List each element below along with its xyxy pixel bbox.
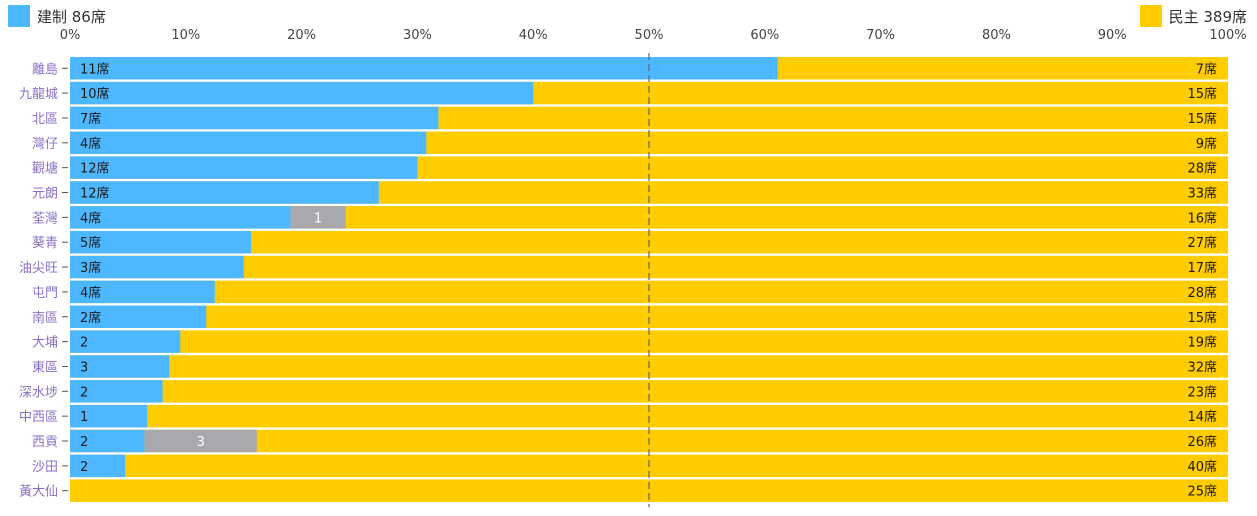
bar-pro-democracy [70,380,1228,403]
district-label: 離島 [32,62,58,77]
bar-label-pro-establishment: 2 [80,460,88,475]
district-label: 東區 [32,359,58,375]
district-label: 觀塘 [32,161,58,177]
bar-label-independent: 1 [314,211,322,226]
district-label: 屯門 [32,286,58,301]
bar-label-pro-democracy: 15席 [1187,111,1217,127]
bar-pro-establishment [70,81,534,105]
bar-label-pro-establishment: 1 [80,410,88,425]
bar-label-pro-democracy: 23席 [1187,384,1217,400]
bar-label-pro-democracy: 15席 [1187,310,1217,326]
bar-pro-establishment [70,454,126,478]
x-tick-label: 80% [982,28,1011,43]
bar-pro-establishment [70,330,181,353]
x-tick-label: 10% [171,28,200,43]
bar-label-pro-establishment: 10席 [80,86,110,102]
bar-label-pro-democracy: 28席 [1187,285,1217,301]
district-label: 荃灣 [32,211,58,226]
district-label: 中西區 [19,410,58,425]
bar-label-pro-establishment: 2 [80,385,88,400]
bar-label-pro-democracy: 15席 [1187,86,1217,102]
legend-swatch-pro-establishment [8,5,30,27]
district-label: 大埔 [32,336,58,351]
bar-independent [290,206,346,229]
district-label: 九龍城 [19,86,58,102]
bar-label-pro-establishment: 11席 [80,61,110,77]
bar-label-pro-democracy: 7席 [1196,61,1217,77]
bar-pro-democracy [70,479,1228,502]
bar-label-pro-establishment: 2 [80,336,88,351]
district-label: 油尖旺 [19,261,58,276]
bar-label-pro-democracy: 33席 [1187,186,1217,202]
bar-independent [144,429,257,453]
legend-pro-establishment: 建制 86席 [8,5,106,27]
bar-pro-establishment [70,404,148,428]
bar-label-pro-establishment: 4席 [80,136,101,152]
bar-label-pro-democracy: 19席 [1187,335,1217,351]
district-label: 深水埗 [19,385,58,400]
district-label: 南區 [32,310,58,326]
legend-label-pro-establishment: 建制 86席 [37,7,106,26]
bar-label-pro-establishment: 4席 [80,210,101,226]
bar-pro-establishment [70,57,778,80]
bar-pro-democracy [70,206,1228,229]
bar-label-pro-democracy: 17席 [1187,260,1217,276]
district-label: 北區 [32,112,58,127]
district-label: 沙田 [32,460,58,475]
bar-pro-democracy [70,280,1228,304]
bar-pro-establishment [70,181,379,204]
bar-label-pro-establishment: 3席 [80,260,101,276]
legend-swatch-pro-democracy [1139,5,1162,27]
bar-pro-establishment [70,156,418,179]
bar-pro-establishment [70,380,163,403]
legend-label-pro-democracy: 民主 389席 [1168,7,1247,26]
bar-label-pro-democracy: 40席 [1187,459,1217,475]
bar-label-pro-democracy: 27席 [1187,235,1217,251]
bar-label-pro-establishment: 5席 [80,235,101,251]
x-tick-label: 20% [287,28,316,43]
x-tick-label: 90% [1098,28,1127,43]
district-label: 西貢 [32,435,58,450]
bar-pro-establishment [70,429,145,453]
bar-pro-establishment [70,230,251,254]
bar-label-pro-democracy: 32席 [1187,359,1217,375]
bar-pro-establishment [70,131,427,155]
bar-label-pro-democracy: 28席 [1187,161,1217,177]
bar-label-pro-democracy: 14席 [1187,409,1217,425]
district-label: 葵青 [32,236,58,251]
x-tick-label: 100% [1209,28,1246,43]
bar-pro-establishment [70,206,291,229]
bar-pro-establishment [70,255,244,279]
bar-label-pro-establishment: 7席 [80,111,101,127]
bar-label-independent: 3 [197,435,205,450]
district-label: 黃大仙 [19,485,58,500]
bar-label-pro-democracy: 26席 [1187,434,1217,450]
x-tick-label: 70% [866,28,895,43]
bar-label-pro-establishment: 4席 [80,285,101,301]
bar-pro-establishment [70,355,170,378]
bar-pro-establishment [70,305,207,328]
bar-label-pro-democracy: 16席 [1187,210,1217,226]
x-tick-label: 0% [60,28,81,43]
x-tick-label: 30% [403,28,432,43]
district-label: 元朗 [32,187,58,202]
x-tick-label: 40% [519,28,548,43]
x-tick-label: 60% [750,28,779,43]
bar-label-pro-establishment: 3 [80,360,88,375]
bar-label-pro-establishment: 12席 [80,161,110,177]
bar-pro-establishment [70,280,215,304]
bar-label-pro-establishment: 2席 [80,310,101,326]
bar-label-pro-establishment: 12席 [80,186,110,202]
bar-pro-democracy [70,305,1228,328]
bar-label-pro-democracy: 25席 [1187,484,1217,500]
legend-pro-democracy: 民主 389席 [1139,5,1247,27]
bar-label-pro-democracy: 9席 [1196,136,1217,152]
bar-pro-establishment [70,106,439,130]
bar-label-pro-establishment: 2 [80,435,88,450]
x-tick-label: 50% [635,28,664,43]
district-label: 灣仔 [32,137,58,152]
